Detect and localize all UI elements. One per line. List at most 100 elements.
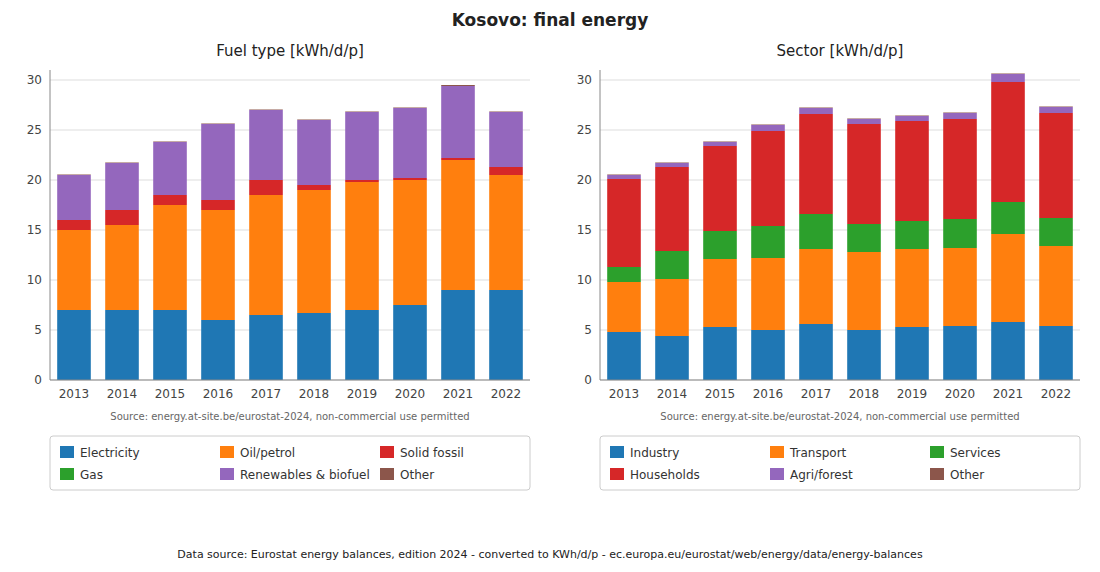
figure-title: Kosovo: final energy [452, 10, 649, 30]
bar [895, 115, 929, 117]
chart-title: Sector [kWh/d/p] [777, 42, 904, 60]
bar [1039, 326, 1073, 380]
bar [201, 210, 235, 320]
bar [607, 179, 641, 267]
bar [895, 327, 929, 380]
legend-swatch [610, 468, 624, 480]
legend-entry: Services [950, 446, 1001, 460]
footer-note: Data source: Eurostat energy balances, e… [177, 548, 923, 561]
bar [249, 109, 283, 111]
bar [153, 310, 187, 380]
bar [895, 116, 929, 121]
bar [441, 160, 475, 290]
bar [847, 252, 881, 330]
bar [703, 141, 737, 143]
x-axis [600, 380, 1080, 381]
panel: Sector [kWh/d/p]051015202530201320142015… [577, 42, 1080, 490]
y-tick-label: 20 [577, 173, 592, 187]
legend-swatch [610, 446, 624, 458]
legend-swatch [60, 446, 74, 458]
y-tick-label: 0 [34, 373, 42, 387]
bar [751, 125, 785, 131]
bar [153, 141, 187, 143]
bar [895, 121, 929, 221]
x-axis [50, 380, 530, 381]
bar [393, 305, 427, 380]
bar [799, 214, 833, 249]
legend: ElectricityOil/petrolSolid fossilGasRene… [50, 436, 530, 490]
x-tick-label: 2021 [993, 387, 1024, 401]
bar [655, 336, 689, 380]
bar [297, 313, 331, 380]
x-tick-label: 2013 [59, 387, 90, 401]
legend-swatch [220, 446, 234, 458]
bar [607, 332, 641, 380]
x-tick-label: 2018 [849, 387, 880, 401]
legend-frame [600, 436, 1080, 490]
legend-entry: Gas [80, 468, 103, 482]
bar [847, 118, 881, 120]
bar [895, 249, 929, 327]
bar [943, 248, 977, 326]
bar [991, 234, 1025, 322]
x-tick-label: 2022 [1041, 387, 1072, 401]
legend-swatch [380, 468, 394, 480]
grid-line [50, 80, 530, 81]
legend-swatch [60, 468, 74, 480]
x-tick-label: 2017 [801, 387, 832, 401]
bar [1039, 113, 1073, 218]
bar [441, 158, 475, 160]
bar [991, 322, 1025, 380]
bar [57, 310, 91, 380]
bar [489, 290, 523, 380]
bar [393, 178, 427, 180]
legend-swatch [770, 446, 784, 458]
bar [105, 163, 139, 210]
bar [441, 86, 475, 158]
legend-swatch [380, 446, 394, 458]
bar [249, 195, 283, 315]
legend-frame [50, 436, 530, 490]
y-axis [600, 70, 601, 380]
bar [105, 162, 139, 164]
legend-entry: Electricity [80, 446, 140, 460]
bar [153, 142, 187, 195]
x-tick-label: 2015 [705, 387, 736, 401]
bar [655, 279, 689, 336]
bar [441, 290, 475, 380]
y-tick-label: 10 [577, 273, 592, 287]
bar [1039, 107, 1073, 113]
panel: Fuel type [kWh/d/p]051015202530201320142… [27, 42, 530, 490]
bar [943, 113, 977, 119]
bar [105, 225, 139, 310]
bar [345, 182, 379, 310]
y-tick-label: 25 [577, 123, 592, 137]
bars [57, 85, 523, 380]
bar [655, 162, 689, 164]
bar [991, 73, 1025, 75]
legend-entry: Renewables & biofuel [240, 468, 370, 482]
bar [393, 108, 427, 178]
legend-entry: Other [400, 468, 434, 482]
bar [607, 174, 641, 176]
bar [249, 180, 283, 195]
bar [297, 120, 331, 185]
legend-entry: Other [950, 468, 984, 482]
bar [489, 111, 523, 113]
bar [703, 142, 737, 146]
y-tick-label: 15 [27, 223, 42, 237]
legend-entry: Oil/petrol [240, 446, 295, 460]
bar [943, 326, 977, 380]
x-tick-label: 2021 [443, 387, 474, 401]
legend-entry: Agri/forest [790, 468, 853, 482]
bar [607, 282, 641, 332]
bar [799, 114, 833, 214]
x-tick-label: 2020 [395, 387, 426, 401]
bar [703, 327, 737, 380]
bar [345, 112, 379, 180]
legend-entry: Transport [789, 446, 847, 460]
bar [607, 267, 641, 282]
bar [489, 167, 523, 175]
bar [105, 310, 139, 380]
bar [751, 226, 785, 258]
